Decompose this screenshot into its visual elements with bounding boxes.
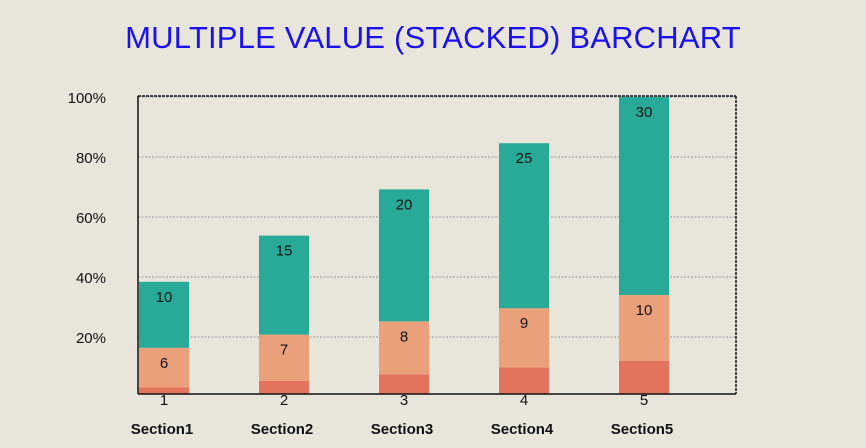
data-label: 30 bbox=[636, 104, 653, 121]
y-tick-label: 20% bbox=[76, 330, 106, 347]
bar-segment bbox=[619, 97, 669, 295]
bar-segment bbox=[259, 380, 309, 394]
data-label: 20 bbox=[396, 196, 413, 213]
data-label: 4 bbox=[520, 392, 528, 409]
chart-title: MULTIPLE VALUE (STACKED) BARCHART bbox=[125, 20, 741, 55]
data-label: 9 bbox=[520, 315, 528, 332]
y-tick-label: 80% bbox=[76, 150, 106, 167]
data-label: 3 bbox=[400, 392, 408, 409]
bar-segment bbox=[499, 308, 549, 368]
y-axis-ticks: 20% 40% 60% 80% 100% bbox=[68, 90, 106, 347]
bar-segment bbox=[499, 367, 549, 394]
data-label: 5 bbox=[640, 392, 648, 409]
data-label: 15 bbox=[276, 243, 293, 260]
bar-segment bbox=[379, 321, 429, 375]
data-label: 10 bbox=[156, 289, 173, 306]
bar-segment bbox=[619, 361, 669, 394]
bar-segment bbox=[259, 235, 309, 335]
bar-segment bbox=[139, 387, 189, 394]
x-tick-label: Section1 bbox=[131, 421, 194, 438]
data-label: 25 bbox=[516, 150, 533, 167]
bar-segment bbox=[499, 143, 549, 309]
bar-segment bbox=[139, 347, 189, 388]
bars bbox=[139, 97, 669, 394]
y-tick-label: 40% bbox=[76, 270, 106, 287]
data-label: 7 bbox=[280, 342, 288, 359]
x-tick-label: Section3 bbox=[371, 421, 434, 438]
data-label: 10 bbox=[636, 302, 653, 319]
data-label: 8 bbox=[400, 328, 408, 345]
x-tick-label: Section4 bbox=[491, 421, 554, 438]
y-tick-label: 60% bbox=[76, 210, 106, 227]
y-tick-label: 100% bbox=[68, 90, 106, 107]
bar-segment bbox=[379, 374, 429, 394]
data-label: 2 bbox=[280, 392, 288, 409]
bar-segment bbox=[619, 295, 669, 361]
data-label: 1 bbox=[160, 392, 168, 409]
bar-segment bbox=[379, 189, 429, 322]
bar-segment bbox=[139, 281, 189, 348]
bar-segment bbox=[259, 334, 309, 381]
x-tick-label: Section2 bbox=[251, 421, 314, 438]
x-axis-ticks: Section1 Section2 Section3 Section4 Section5 bbox=[131, 421, 674, 438]
x-tick-label: Section5 bbox=[611, 421, 674, 438]
plot-frame bbox=[137, 95, 737, 395]
data-label: 6 bbox=[160, 355, 168, 372]
